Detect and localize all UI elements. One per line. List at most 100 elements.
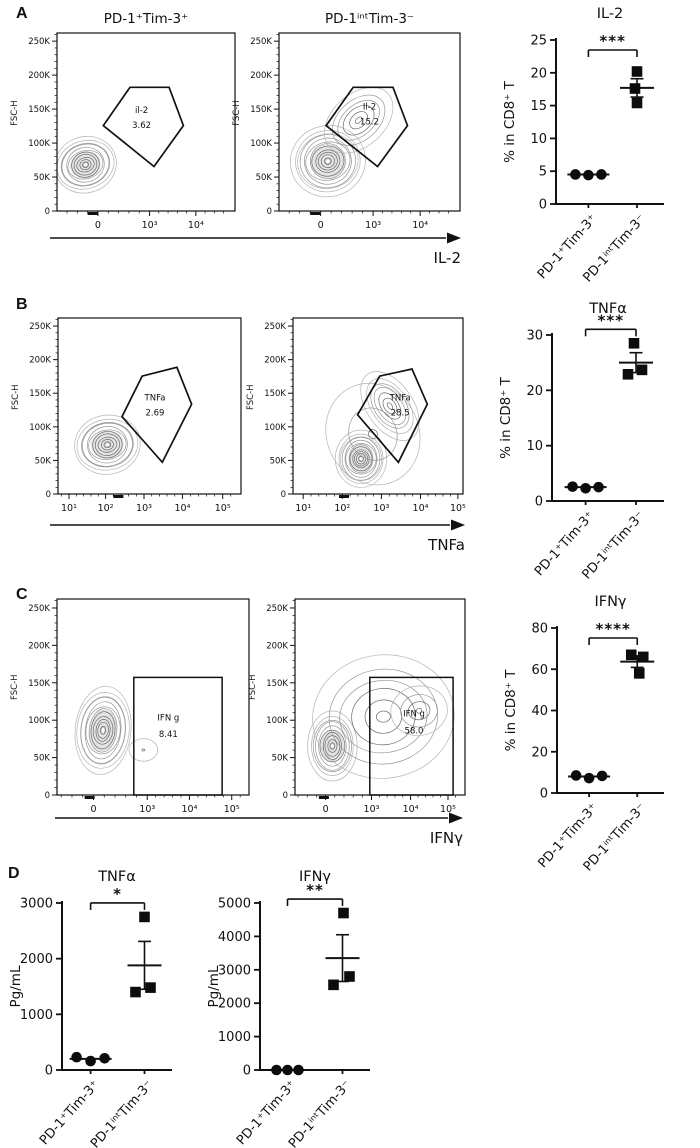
- svg-text:250K: 250K: [29, 322, 51, 332]
- data-point: [567, 481, 578, 492]
- y-axis-label: % in CD8⁺ T: [503, 669, 519, 752]
- svg-text:150K: 150K: [28, 679, 50, 689]
- panel-d-ifng-scatter-chart: IFNγ010002000300040005000Pg/mLPD-1⁺Tim-3…: [206, 869, 370, 1148]
- svg-text:150K: 150K: [28, 105, 50, 115]
- gate-value: 8.41: [159, 730, 178, 740]
- svg-text:10⁵: 10⁵: [215, 503, 231, 514]
- chart-title: IFNγ: [594, 594, 626, 610]
- svg-text:0: 0: [323, 804, 329, 815]
- svg-text:50K: 50K: [35, 456, 52, 466]
- panel-label-a: A: [16, 5, 28, 22]
- contour-populations: [325, 371, 421, 488]
- contour-populations: [289, 86, 394, 198]
- gate-name: IFN g: [157, 714, 179, 724]
- data-point: [145, 982, 156, 993]
- gate: [356, 368, 429, 464]
- svg-text:200K: 200K: [264, 356, 286, 366]
- data-point: [637, 651, 649, 663]
- data-point: [338, 907, 349, 919]
- svg-text:150K: 150K: [250, 105, 272, 115]
- svg-text:0: 0: [46, 490, 51, 500]
- svg-text:0: 0: [281, 490, 286, 500]
- contour-populations: [74, 685, 159, 775]
- y-axis-label: Pg/mL: [206, 965, 222, 1007]
- plot-box: [56, 32, 236, 212]
- svg-text:250K: 250K: [28, 37, 50, 47]
- svg-text:1000: 1000: [218, 1030, 251, 1045]
- gate-name: il-2: [135, 106, 148, 116]
- data-point: [625, 649, 637, 661]
- sig-stars: *: [113, 885, 122, 903]
- svg-text:0: 0: [318, 220, 324, 231]
- svg-text:50K: 50K: [272, 754, 289, 764]
- svg-text:250K: 250K: [264, 322, 286, 332]
- sig-stars: ***: [598, 311, 625, 329]
- data-point: [271, 1064, 282, 1076]
- gate-name: IFN g: [403, 710, 425, 720]
- svg-text:0: 0: [540, 787, 548, 802]
- data-point: [71, 1051, 82, 1063]
- x-axis-label: IFNγ: [430, 829, 463, 847]
- svg-text:250K: 250K: [28, 604, 50, 614]
- svg-text:10¹: 10¹: [61, 503, 77, 514]
- svg-text:0: 0: [243, 1064, 251, 1079]
- data-point: [596, 770, 608, 782]
- axis-zero-marker: [318, 796, 329, 799]
- contour-populations: [57, 136, 117, 194]
- svg-text:10³: 10³: [139, 804, 155, 815]
- svg-text:10³: 10³: [364, 804, 380, 815]
- gate-value: 58.0: [405, 726, 424, 736]
- svg-text:50K: 50K: [270, 456, 287, 466]
- svg-text:150K: 150K: [29, 389, 51, 399]
- svg-text:10³: 10³: [136, 503, 152, 514]
- svg-text:0: 0: [45, 791, 50, 801]
- svg-text:10⁴: 10⁴: [188, 220, 204, 231]
- plot-box: [278, 32, 461, 212]
- svg-text:0: 0: [45, 1064, 53, 1079]
- data-point: [293, 1064, 304, 1076]
- svg-text:2000: 2000: [218, 997, 251, 1012]
- data-point: [570, 770, 582, 781]
- svg-text:150K: 150K: [264, 389, 286, 399]
- flow-y-axis-label: FSC-H: [10, 674, 20, 700]
- svg-text:10²: 10²: [334, 503, 350, 514]
- data-point: [629, 83, 641, 94]
- panel-label-c: C: [16, 586, 28, 603]
- svg-text:20: 20: [526, 384, 543, 399]
- data-point: [580, 482, 591, 494]
- data-point: [99, 1053, 110, 1064]
- axis-zero-marker: [87, 212, 98, 215]
- svg-text:10⁴: 10⁴: [182, 804, 198, 815]
- gate-value: 3.62: [132, 121, 151, 131]
- y-axis-label: Pg/mL: [8, 965, 24, 1007]
- svg-text:10⁵: 10⁵: [450, 503, 466, 514]
- sig-stars: **: [306, 881, 324, 899]
- gate: [120, 366, 193, 464]
- svg-text:0: 0: [90, 804, 96, 815]
- svg-text:20: 20: [530, 66, 547, 81]
- svg-text:5000: 5000: [218, 897, 251, 912]
- panel-label-d: D: [8, 865, 20, 882]
- data-point: [130, 986, 141, 998]
- svg-text:10⁴: 10⁴: [403, 804, 419, 815]
- gate-value: 15.2: [360, 118, 379, 128]
- svg-text:10⁴: 10⁴: [412, 220, 428, 231]
- panel-label-b: B: [16, 296, 28, 313]
- svg-text:200K: 200K: [28, 641, 50, 651]
- x-axis-arrowhead: [451, 519, 465, 531]
- svg-text:10³: 10³: [142, 220, 158, 231]
- panel-c-flow-plots: IFNγ IFN g 8.41 0 50K 100K 150K 200K 250K FSC-H 0 1…: [10, 598, 466, 847]
- x-axis-label: TNFa: [427, 536, 465, 554]
- flow-plot-title: PD-1ⁱⁿᵗTim-3⁻: [325, 11, 414, 27]
- svg-text:10⁴: 10⁴: [413, 503, 429, 514]
- gate-value: 28.5: [391, 409, 410, 419]
- svg-text:25: 25: [530, 34, 547, 49]
- data-point: [570, 169, 581, 180]
- svg-text:200K: 200K: [28, 71, 50, 81]
- svg-text:0: 0: [283, 791, 288, 801]
- svg-text:5: 5: [539, 165, 547, 180]
- contour-populations: [74, 414, 141, 475]
- svg-text:0: 0: [45, 207, 50, 217]
- axis-zero-marker: [84, 796, 95, 799]
